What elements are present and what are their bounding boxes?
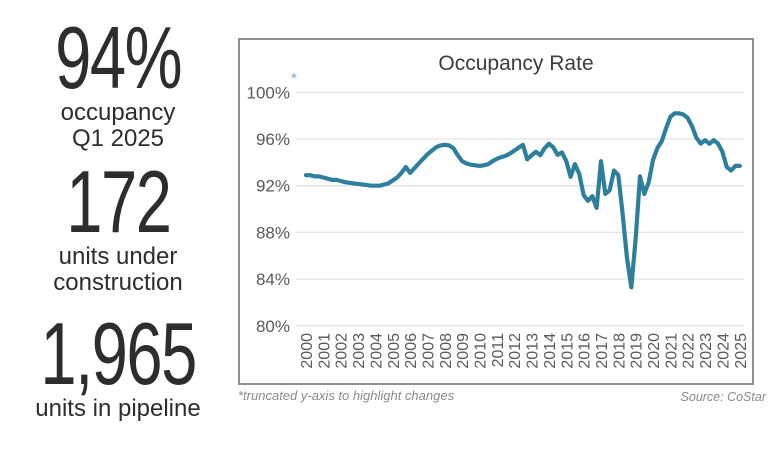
x-tick-label-2018: 2018 — [611, 333, 628, 369]
x-tick-label-2022: 2022 — [681, 333, 698, 369]
x-tick-label-2005: 2005 — [386, 333, 403, 369]
occupancy-rate-plot: 100%96%92%88%84%80%2000 2001 2002 2003 2004 2… — [247, 83, 750, 369]
x-tick-label-2014: 2014 — [542, 333, 559, 369]
x-tick-label-2019: 2019 — [629, 333, 646, 369]
truncation-asterisk: * — [291, 70, 297, 87]
x-tick-label-2023: 2023 — [698, 333, 715, 369]
x-tick-label-2024: 2024 — [715, 333, 732, 369]
x-tick-label-2013: 2013 — [525, 333, 542, 369]
x-tick-label-2020: 2020 — [646, 333, 663, 369]
x-tick-label-2003: 2003 — [351, 333, 368, 369]
chart-source: Source: CoStar — [680, 390, 766, 404]
stat-pipeline-label-1: units in pipeline — [35, 394, 201, 422]
x-tick-label-2001: 2001 — [316, 333, 333, 369]
stat-occupancy: 94% occupancy Q1 2025 — [0, 8, 236, 153]
chart-footnote: *truncated y-axis to highlight changes — [238, 388, 455, 403]
stat-under-construction-value: 172 — [65, 152, 172, 251]
y-tick-label-92: 92% — [256, 177, 290, 196]
x-tick-label-2006: 2006 — [403, 333, 420, 369]
x-tick-label-2004: 2004 — [368, 333, 385, 369]
x-tick-label-2009: 2009 — [455, 333, 472, 369]
x-tick-label-2012: 2012 — [507, 333, 524, 369]
stat-under-construction-label-2: construction — [53, 269, 183, 297]
x-tick-label-2017: 2017 — [594, 333, 611, 369]
x-tick-label-2011: 2011 — [490, 333, 507, 368]
x-tick-label-2008: 2008 — [438, 333, 455, 369]
x-tick-label-2010: 2010 — [473, 333, 490, 369]
x-tick-label-2025: 2025 — [733, 333, 750, 369]
occupancy-line — [303, 111, 742, 290]
stat-occupancy-label-2: Q1 2025 — [71, 125, 165, 153]
x-tick-label-2015: 2015 — [559, 333, 576, 369]
x-tick-label-2016: 2016 — [577, 333, 594, 369]
y-tick-label-100: 100% — [247, 83, 290, 102]
x-tick-label-2002: 2002 — [334, 333, 351, 369]
stat-under-construction: 172 units under construction — [0, 152, 236, 297]
chart-title: Occupancy Rate — [438, 52, 594, 75]
x-tick-label-2000: 2000 — [299, 333, 316, 369]
stat-pipeline-value: 1,965 — [40, 304, 197, 403]
x-tick-label-2021: 2021 — [663, 333, 680, 369]
stat-pipeline: 1,965 units in pipeline — [0, 304, 236, 422]
stat-occupancy-value: 94% — [55, 8, 182, 107]
y-tick-label-96: 96% — [256, 130, 290, 149]
occupancy-rate-chart: Occupancy Rate * 100% 96% 92% 88% 84% 80% 2000… — [238, 38, 754, 385]
stat-under-construction-label-1: units under — [58, 242, 178, 270]
x-tick-label-2007: 2007 — [420, 333, 437, 369]
y-tick-label-80: 80% — [256, 317, 290, 336]
y-tick-label-88: 88% — [256, 223, 290, 242]
stat-occupancy-label-1: occupancy — [60, 98, 176, 126]
y-tick-label-84: 84% — [256, 270, 290, 289]
